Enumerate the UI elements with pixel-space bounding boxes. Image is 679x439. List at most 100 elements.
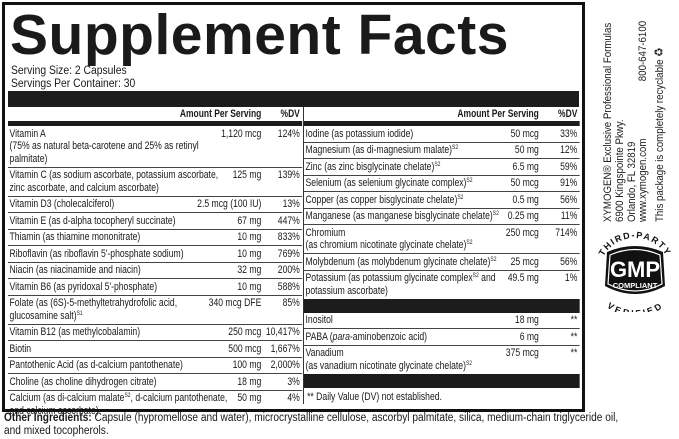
nutrient-amount: 10 mg [237, 247, 262, 260]
nutrient-row: Iodine (as potassium iodide) 50 mcg 33% [304, 126, 580, 143]
nutrient-name: Chromium (as chromium nicotinate glycinat… [306, 227, 502, 252]
nutrient-row: Selenium (as selenium glycinate complex)… [304, 176, 580, 192]
nutrient-label: Vitamin A [9, 127, 46, 140]
nutrient-source: (as chromium nicotinate glycinate chelat… [306, 239, 502, 252]
amount-header: Amount Per Serving [179, 108, 262, 120]
nutrient-label: PABA ( [305, 330, 333, 343]
nutrient-amount: 2.5 mcg (100 IU) [197, 198, 262, 210]
footnote-marker: S2 [434, 160, 441, 168]
nutrient-dv: 4% [287, 392, 300, 404]
nutrient-label: Selenium (as selenium glycinate complex) [305, 177, 467, 189]
nutrient-label: Iodine (as potassium iodide) [305, 127, 414, 140]
left-nutrient-column: Amount Per Serving %DV Vitamin A (75% as … [8, 107, 303, 421]
nutrient-dv: 56% [560, 255, 578, 268]
nutrient-name: Vitamin B6 (as pyridoxal 5'-phosphate) [10, 281, 233, 294]
nutrient-row: Vitamin C (as sodium ascorbate, potassiu… [8, 168, 303, 197]
nutrient-dv: 56% [560, 193, 578, 206]
nutrient-dv: 588% [277, 280, 300, 293]
footnote-marker: S2 [124, 392, 131, 399]
nutrient-name: Zinc (as zinc bisglycinate chelate)S2 [306, 161, 508, 174]
nutrient-row: Calcium (as di-calcium malateS2, d-calci… [8, 391, 302, 421]
nutrient-label: Potassium (as potassium glycinate comple… [305, 272, 473, 284]
footnote-marker: S2 [466, 239, 473, 246]
nutrient-row: Molybdenum (as molybdenum glycinate chel… [304, 254, 580, 271]
nutrient-dv: 33% [560, 127, 578, 140]
nutrient-amount: 100 mg [232, 359, 262, 371]
nutrient-label: Vitamin C (as sodium ascorbate, potassiu… [9, 169, 219, 194]
nutrient-label: Vitamin B6 (as pyridoxal 5'-phosphate) [9, 280, 158, 293]
nutrient-label: Vitamin D3 (cholecalciferol) [9, 198, 115, 210]
nutrient-amount: 49.5 mg [507, 272, 539, 284]
nutrient-name: Magnesium (as di-magnesium malate)S2 [306, 144, 511, 157]
footnote-marker: S2 [465, 359, 473, 367]
nutrient-row: Niacin (as niacinamide and niacin) 32 mg 2… [8, 263, 303, 279]
nutrient-amount: 6 mg [519, 330, 539, 343]
nutrient-dv: 12% [560, 144, 578, 156]
nutrient-label: Calcium (as di-calcium malate [9, 392, 125, 404]
nutrient-name: Vitamin B12 (as methylcobalamin) [10, 326, 224, 339]
nutrient-row: Magnesium (as di-magnesium malate)S2 50 m… [304, 143, 580, 159]
footnote-marker: S2 [457, 193, 464, 201]
nutrient-name: Molybdenum (as molybdenum glycinate chel… [306, 256, 506, 269]
nutrient-amount: 0.25 mg [507, 210, 539, 222]
nutrient-name: Pantothenic Acid (as d-calcium pantothen… [10, 359, 228, 372]
nutrient-row: Choline (as choline dihydrogen citrate) 1… [8, 374, 303, 391]
column-header: Amount Per Serving %DV [8, 107, 302, 121]
nutrient-label: Molybdenum (as molybdenum glycinate chel… [305, 255, 491, 268]
nutrient-name: Calcium (as di-calcium malateS2, d-calci… [10, 392, 233, 419]
right-nutrient-column: Amount Per Serving %DV Iodine (as potass… [303, 107, 580, 404]
nutrient-dv: ** [570, 330, 578, 343]
nutrient-label: Copper (as copper bisglycinate chelate) [305, 193, 458, 206]
black-divider-bar [304, 373, 580, 388]
nutrient-row: Riboflavin (as riboflavin 5'-phosphate s… [8, 246, 303, 263]
nutrient-name: Choline (as choline dihydrogen citrate) [10, 376, 233, 389]
nutrient-label-cont: -aminobenzoic acid) [349, 330, 428, 343]
nutrient-source-text: (as chromium nicotinate glycinate chelat… [305, 239, 467, 251]
nutrient-amount: 125 mg [232, 169, 262, 181]
servings-per-container: Servings Per Container: 30 [11, 78, 136, 90]
footnote-marker: S2 [490, 255, 497, 263]
footnote-marker: S2 [492, 210, 499, 217]
nutrient-row: Vitamin D3 (cholecalciferol) 2.5 mcg (100… [8, 197, 303, 213]
nutrient-label: Biotin [9, 342, 32, 355]
nutrient-dv: 10,417% [265, 326, 300, 338]
dv-header: %DV [280, 108, 300, 120]
nutrient-dv: ** [570, 347, 578, 359]
nutrient-dv: ** [570, 314, 578, 326]
nutrient-label: Inositol [305, 314, 333, 326]
nutrient-name: Selenium (as selenium glycinate complex)… [306, 177, 506, 190]
other-ingredients: Other Ingredients: Capsule (hypromellose… [4, 412, 620, 437]
nutrient-label: Vitamin E (as d-alpha tocopheryl succina… [9, 214, 176, 227]
nutrient-dv: 3% [287, 375, 300, 388]
company-info: XYMOGEN® Exclusive Professional Formulas… [602, 0, 678, 222]
nutrient-dv: 1,667% [270, 342, 300, 355]
nutrient-amount: 18 mg [514, 314, 539, 326]
gmp-compliant-badge: THIRD-PARTY GMP COMPLIANT VERIFIED [597, 230, 672, 312]
nutrient-dv: 769% [277, 247, 300, 260]
nutrient-source-text: (as vanadium nicotinate glycinate chelat… [305, 359, 466, 372]
nutrient-amount: 250 mcg [228, 326, 262, 338]
nutrient-label: Folate (as (6S)-5-methyltetrahydrofolic … [9, 297, 178, 322]
footnote-marker: S2 [452, 144, 459, 151]
nutrient-row: PABA (para-aminobenzoic acid) 6 mg ** [304, 329, 580, 346]
nutrient-label: Pantothenic Acid (as d-calcium pantothen… [9, 359, 183, 371]
nutrient-amount: 67 mg [237, 214, 262, 227]
nutrient-amount: 32 mg [237, 264, 262, 276]
nutrient-name: Vitamin A (75% as natural beta-carotene a… [10, 128, 217, 166]
nutrient-source: (75% as natural beta-carotene and 25% as… [10, 140, 217, 165]
nutrient-list: Iodine (as potassium iodide) 50 mcg 33% Mag… [304, 126, 580, 299]
nutrient-dv: 1% [564, 272, 578, 284]
nutrient-amount: 375 mcg [505, 347, 539, 359]
nutrient-row: Folate (as (6S)-5-methyltetrahydrofolic … [8, 296, 303, 325]
nutrient-name: Vitamin C (as sodium ascorbate, potassiu… [10, 169, 228, 194]
nutrient-label: Vanadium [305, 347, 344, 359]
nutrient-name: PABA (para-aminobenzoic acid) [306, 331, 516, 344]
nutrient-label: Vitamin B12 (as methylcobalamin) [9, 326, 141, 338]
nutrient-row: Biotin 500 mcg 1,667% [8, 341, 303, 358]
nutrient-label: Chromium [305, 226, 346, 239]
nutrient-dv: 13% [282, 198, 300, 210]
nutrient-label: Thiamin (as thiamine mononitrate) [9, 231, 141, 243]
dv-header: %DV [558, 108, 578, 120]
nutrient-row: Potassium (as potassium glycinate comple… [304, 271, 580, 299]
nutrient-name: Vitamin E (as d-alpha tocopheryl succina… [10, 215, 233, 228]
